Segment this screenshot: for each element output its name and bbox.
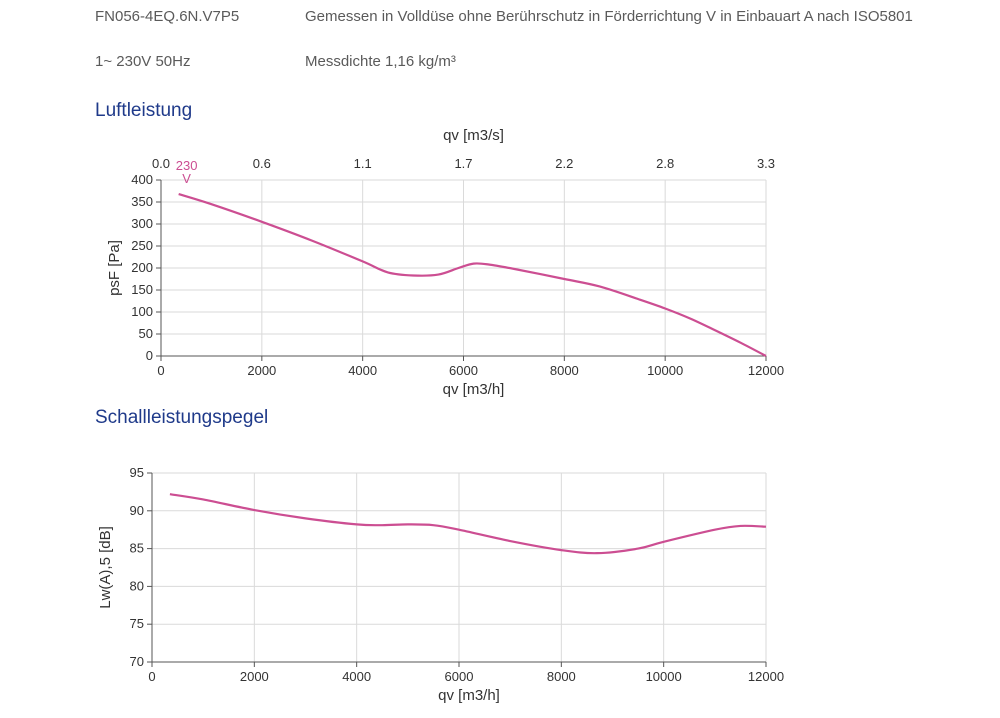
y-tick-label: 70 bbox=[130, 654, 144, 669]
series-line bbox=[178, 193, 767, 357]
y-tick-label: 150 bbox=[131, 282, 153, 297]
y-tick-label: 300 bbox=[131, 216, 153, 231]
x-tick-label: 2000 bbox=[247, 363, 276, 378]
y-tick-label: 75 bbox=[130, 616, 144, 631]
x-tick-label: 2000 bbox=[240, 669, 269, 684]
x-tick-label: 6000 bbox=[445, 669, 474, 684]
series-line bbox=[169, 493, 767, 555]
y-tick-label: 90 bbox=[130, 503, 144, 518]
y-tick-label: 85 bbox=[130, 541, 144, 556]
y-tick-label: 400 bbox=[131, 172, 153, 187]
x-tick-label: 10000 bbox=[647, 363, 683, 378]
x-tick-label: 6000 bbox=[449, 363, 478, 378]
voltage-rating: 1~ 230V 50Hz bbox=[95, 53, 191, 70]
x2-tick-label: 2.2 bbox=[555, 156, 573, 171]
y-tick-label: 350 bbox=[131, 194, 153, 209]
y-tick-label: 100 bbox=[131, 304, 153, 319]
x-tick-label: 12000 bbox=[748, 669, 784, 684]
y-tick-label: 95 bbox=[130, 465, 144, 480]
x-tick-label: 8000 bbox=[547, 669, 576, 684]
chart-title-schallleistungspegel: Schallleistungspegel bbox=[95, 407, 269, 428]
x-tick-label: 0 bbox=[148, 669, 155, 684]
x-tick-label: 0 bbox=[157, 363, 164, 378]
y-axis-title: psF [Pa] bbox=[106, 240, 123, 296]
y-tick-label: 0 bbox=[146, 348, 153, 363]
x2-tick-label: 2.8 bbox=[656, 156, 674, 171]
y-tick-label: 200 bbox=[131, 260, 153, 275]
x-tick-label: 8000 bbox=[550, 363, 579, 378]
x-tick-label: 12000 bbox=[748, 363, 784, 378]
x2-tick-label: 3.3 bbox=[757, 156, 775, 171]
model-number: FN056-4EQ.6N.V7P5 bbox=[95, 8, 240, 25]
x2-tick-label: 1.7 bbox=[454, 156, 472, 171]
y-tick-label: 50 bbox=[139, 326, 153, 341]
series-label: 230 V bbox=[176, 158, 198, 186]
y-tick-label: 250 bbox=[131, 238, 153, 253]
x2-tick-label: 0.6 bbox=[253, 156, 271, 171]
x2-tick-label: 0.0 bbox=[152, 156, 170, 171]
chart-title-luftleistung: Luftleistung bbox=[95, 100, 193, 121]
measurement-description: Gemessen in Volldüse ohne Berührschutz i… bbox=[305, 8, 913, 25]
x-axis-title: qv [m3/h] bbox=[443, 381, 505, 398]
x2-axis-title: qv [m3/s] bbox=[443, 127, 504, 144]
x-tick-label: 4000 bbox=[348, 363, 377, 378]
x2-tick-label: 1.1 bbox=[354, 156, 372, 171]
y-axis-title: Lw(A),5 [dB] bbox=[97, 526, 114, 609]
x-tick-label: 4000 bbox=[342, 669, 371, 684]
measurement-density: Messdichte 1,16 kg/m³ bbox=[305, 53, 456, 70]
y-tick-label: 80 bbox=[130, 578, 144, 593]
x-axis-title: qv [m3/h] bbox=[438, 687, 500, 704]
x-tick-label: 10000 bbox=[646, 669, 682, 684]
